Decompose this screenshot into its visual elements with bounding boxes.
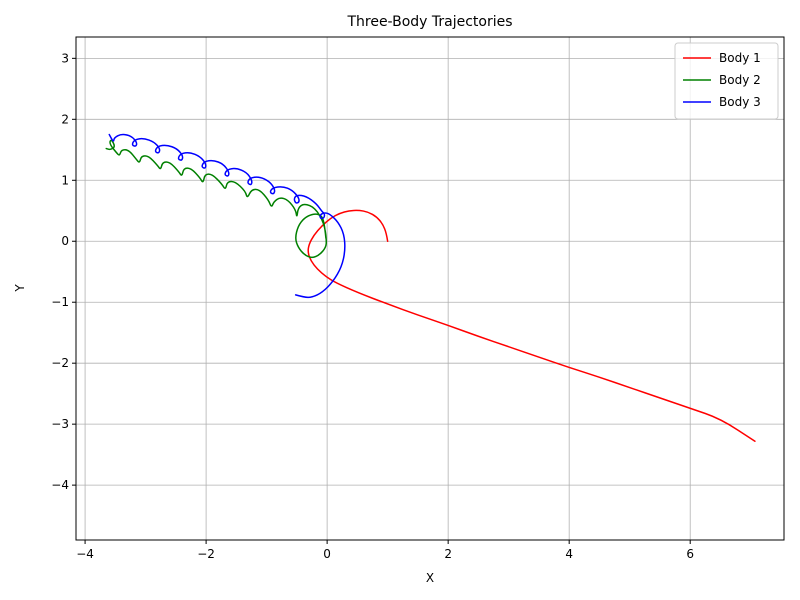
- x-tick-label: 4: [565, 547, 573, 561]
- series-line-body-3: [108, 133, 346, 299]
- axis-ticks: −4 −2 0 2 4 6 −4 −3 −2 −1 0 1 2 3: [51, 51, 694, 561]
- y-tick-label: −4: [51, 478, 69, 492]
- plot-area: [76, 37, 784, 540]
- x-tick-label: −4: [76, 547, 94, 561]
- series-line-body-1: [307, 209, 756, 442]
- y-axis-label: Y: [13, 284, 27, 293]
- x-tick-label: 0: [323, 547, 331, 561]
- legend-box: [674, 42, 779, 120]
- legend-label-body-1: Body 1: [719, 51, 761, 65]
- y-tick-label: 0: [61, 234, 69, 248]
- series-line-body-2: [105, 139, 328, 259]
- y-tick-label: −3: [51, 417, 69, 431]
- y-tick-label: 3: [61, 51, 69, 65]
- y-tick-label: 2: [61, 112, 69, 126]
- y-tick-label: 1: [61, 173, 69, 187]
- y-tick-label: −1: [51, 295, 69, 309]
- x-axis-label: X: [426, 571, 434, 585]
- chart-title: Three-Body Trajectories: [346, 14, 512, 30]
- legend: Body 1 Body 2 Body 3: [674, 42, 779, 120]
- x-tick-label: 6: [686, 547, 694, 561]
- x-tick-label: 2: [444, 547, 452, 561]
- series-layer: [105, 133, 756, 442]
- y-tick-label: −2: [51, 356, 69, 370]
- x-tick-label: −2: [197, 547, 215, 561]
- plot-frame: [75, 36, 785, 541]
- legend-label-body-3: Body 3: [719, 95, 761, 109]
- legend-label-body-2: Body 2: [719, 73, 761, 87]
